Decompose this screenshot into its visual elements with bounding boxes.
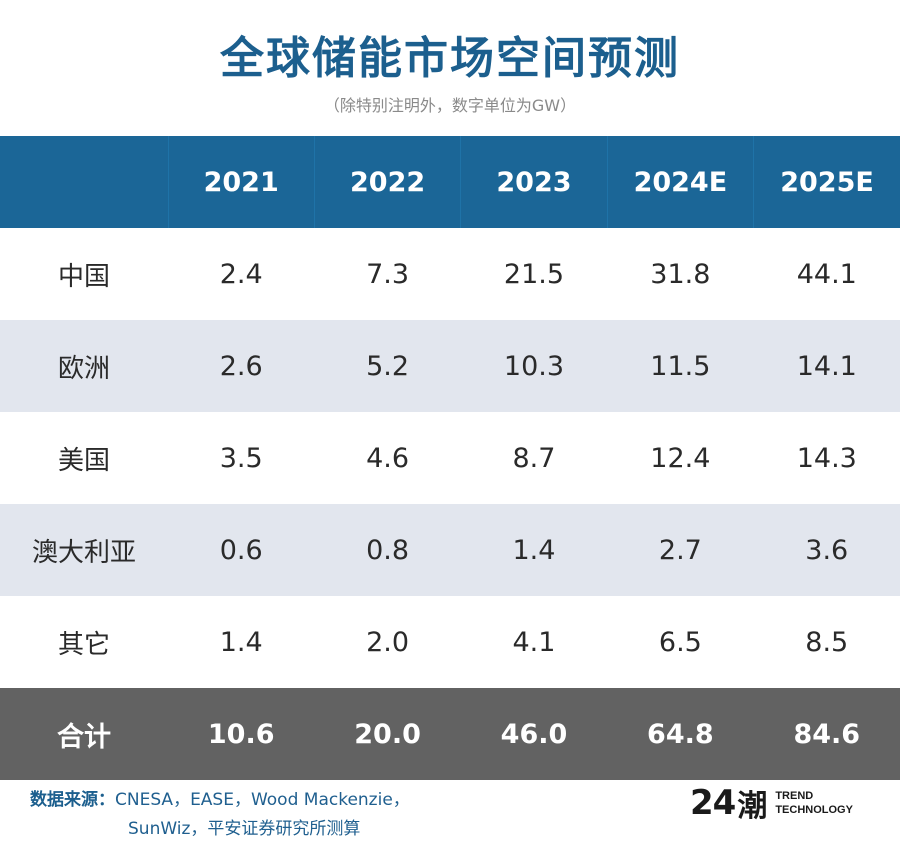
row-label: 中国 bbox=[0, 228, 168, 320]
source-label: 数据来源： bbox=[30, 790, 115, 810]
table-row: 中国 2.4 7.3 21.5 31.8 44.1 bbox=[0, 228, 900, 320]
total-value-cell: 10.6 bbox=[168, 688, 315, 780]
value-cell: 10.3 bbox=[460, 320, 608, 412]
value-cell: 6.5 bbox=[607, 596, 754, 688]
value-cell: 0.8 bbox=[314, 504, 461, 596]
value-cell: 14.3 bbox=[753, 412, 900, 504]
chart-subtitle: （除特别注明外，数字单位为GW） bbox=[323, 96, 577, 115]
brand-number: 24 bbox=[690, 783, 736, 823]
source-text-line2: SunWiz，平安证券研究所测算 bbox=[128, 819, 361, 839]
total-value-cell: 64.8 bbox=[607, 688, 754, 780]
value-cell: 1.4 bbox=[460, 504, 608, 596]
value-cell: 5.2 bbox=[314, 320, 461, 412]
value-cell: 2.0 bbox=[314, 596, 461, 688]
value-cell: 2.4 bbox=[168, 228, 315, 320]
total-value-cell: 20.0 bbox=[314, 688, 461, 780]
value-cell: 8.5 bbox=[753, 596, 900, 688]
brand-logo: 24 潮 TREND TECHNOLOGY bbox=[690, 781, 853, 825]
row-label: 其它 bbox=[0, 596, 168, 688]
value-cell: 11.5 bbox=[607, 320, 754, 412]
column-header: 2022 bbox=[313, 136, 461, 228]
value-cell: 2.7 bbox=[607, 504, 754, 596]
data-source: 数据来源：CNESA，EASE，Wood Mackenzie， SunWiz，平… bbox=[30, 786, 410, 844]
value-cell: 44.1 bbox=[753, 228, 900, 320]
value-cell: 14.1 bbox=[753, 320, 900, 412]
brand-line1: TREND bbox=[775, 790, 814, 802]
value-cell: 12.4 bbox=[607, 412, 754, 504]
value-cell: 1.4 bbox=[168, 596, 315, 688]
table-row: 澳大利亚 0.6 0.8 1.4 2.7 3.6 bbox=[0, 504, 900, 596]
forecast-table: 2021 2022 2023 2024E 2025E 中国 2.4 7.3 21.5 31.8 44… bbox=[0, 136, 900, 780]
header-corner-cell bbox=[0, 136, 168, 228]
total-row: 合计 10.6 20.0 46.0 64.8 84.6 bbox=[0, 688, 900, 780]
table-row: 美国 3.5 4.6 8.7 12.4 14.3 bbox=[0, 412, 900, 504]
table-row: 其它 1.4 2.0 4.1 6.5 8.5 bbox=[0, 596, 900, 688]
row-label: 欧洲 bbox=[0, 320, 168, 412]
row-label: 澳大利亚 bbox=[0, 504, 168, 596]
brand-mark: 潮 bbox=[737, 789, 768, 824]
source-text-line1: CNESA，EASE，Wood Mackenzie， bbox=[115, 790, 410, 810]
column-header: 2025E bbox=[753, 136, 900, 228]
value-cell: 8.7 bbox=[460, 412, 608, 504]
value-cell: 4.6 bbox=[314, 412, 461, 504]
value-cell: 21.5 bbox=[460, 228, 608, 320]
value-cell: 3.5 bbox=[168, 412, 315, 504]
value-cell: 7.3 bbox=[314, 228, 461, 320]
value-cell: 3.6 bbox=[753, 504, 900, 596]
column-header: 2023 bbox=[460, 136, 608, 228]
row-label: 美国 bbox=[0, 412, 168, 504]
value-cell: 0.6 bbox=[168, 504, 315, 596]
column-header: 2024E bbox=[606, 136, 754, 228]
brand-text: TREND TECHNOLOGY bbox=[775, 789, 853, 817]
value-cell: 31.8 bbox=[607, 228, 754, 320]
table-row: 欧洲 2.6 5.2 10.3 11.5 14.1 bbox=[0, 320, 900, 412]
table-header-row: 2021 2022 2023 2024E 2025E bbox=[0, 136, 900, 228]
total-label: 合计 bbox=[0, 688, 168, 780]
value-cell: 4.1 bbox=[460, 596, 608, 688]
chart-title: 全球储能市场空间预测 bbox=[220, 33, 680, 84]
total-value-cell: 84.6 bbox=[753, 688, 900, 780]
brand-line2: TECHNOLOGY bbox=[775, 804, 853, 816]
total-value-cell: 46.0 bbox=[460, 688, 608, 780]
column-header: 2021 bbox=[167, 136, 315, 228]
value-cell: 2.6 bbox=[168, 320, 315, 412]
